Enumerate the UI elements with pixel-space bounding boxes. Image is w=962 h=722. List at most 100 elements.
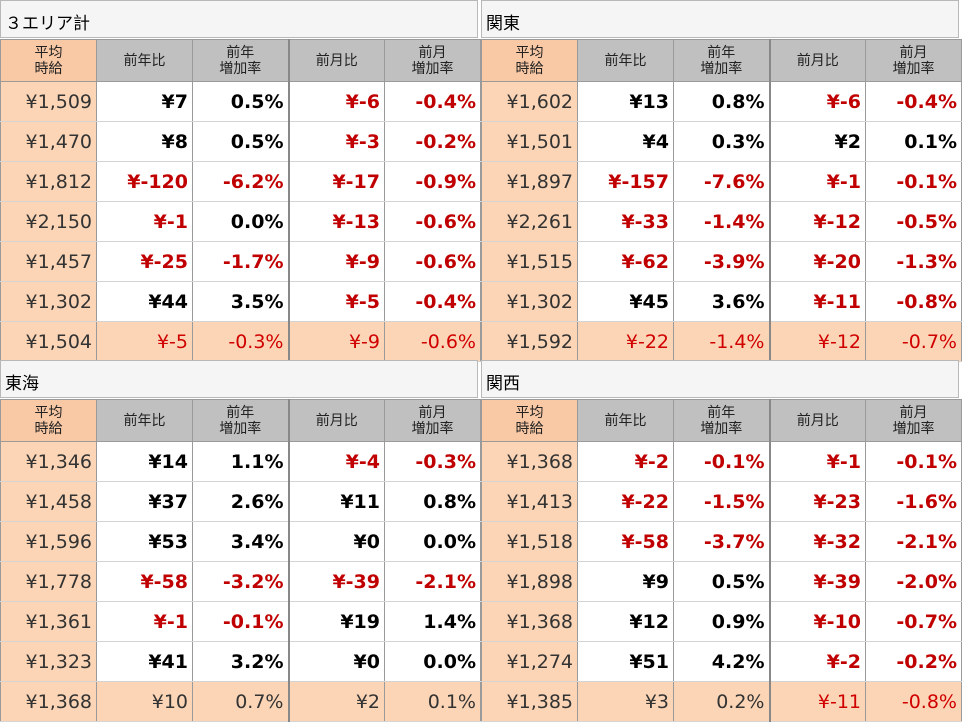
table-cell: -0.3%	[192, 321, 289, 362]
column-header: 前年 増加率	[192, 39, 289, 82]
table-cell: ¥1,501	[481, 121, 578, 162]
panel-title-text: ３エリア計	[5, 14, 90, 34]
column-header: 前年比	[96, 399, 193, 442]
table-cell: ¥44	[96, 281, 193, 322]
table-row: ¥1,509 ¥7 0.5% ¥-6 -0.4%	[0, 81, 481, 122]
table-cell: ¥-33	[577, 201, 674, 242]
table-cell: -0.6%	[384, 321, 481, 362]
table-cell: ¥1,385	[481, 681, 578, 722]
table-cell: ¥-17	[287, 161, 385, 202]
table-cell: 3.4%	[192, 521, 289, 562]
table-row: ¥1,602 ¥13 0.8% ¥-6 -0.4%	[481, 81, 962, 122]
table-row: ¥1,457 ¥-25 -1.7% ¥-9 -0.6%	[0, 241, 481, 282]
table-cell: ¥1,368	[0, 681, 97, 722]
panel-3: 関西 平均 時給 前年比 前年 増加率 前月比 前月 増加率 ¥1,368 ¥-2 -0.1% ¥…	[481, 360, 962, 722]
table-row: ¥1,898 ¥9 0.5% ¥-39 -2.0%	[481, 561, 962, 602]
table-cell: ¥12	[577, 601, 674, 642]
table-cell: 1.4%	[384, 601, 481, 642]
table-cell: ¥-58	[96, 561, 193, 602]
column-header: 前年比	[96, 39, 193, 82]
table-cell: -0.5%	[865, 201, 962, 242]
table-row: ¥1,596 ¥53 3.4% ¥0 0.0%	[0, 521, 481, 562]
column-header: 前年 増加率	[192, 399, 289, 442]
table-cell: ¥-62	[577, 241, 674, 282]
table-cell: ¥-6	[287, 81, 385, 122]
table-cell: -1.6%	[865, 481, 962, 522]
table-cell: ¥1,778	[0, 561, 97, 602]
column-header: 前年比	[577, 39, 674, 82]
table-cell: 4.2%	[673, 641, 770, 682]
table-cell: ¥-25	[96, 241, 193, 282]
table-cell: 0.5%	[192, 121, 289, 162]
table-cell: ¥-11	[768, 681, 866, 722]
column-header: 前月 増加率	[865, 39, 962, 82]
panel-1: 関東 平均 時給 前年比 前年 増加率 前月比 前月 増加率 ¥1,602 ¥13 0.8% ¥-…	[481, 0, 962, 362]
table-cell: ¥-6	[768, 81, 866, 122]
table-cell: ¥1,602	[481, 81, 578, 122]
table-cell: 0.0%	[192, 201, 289, 242]
table-cell: 0.0%	[384, 641, 481, 682]
table-row: ¥1,361 ¥-1 -0.1% ¥19 1.4%	[0, 601, 481, 642]
total-row: ¥1,504 ¥-5 -0.3% ¥-9 -0.6%	[0, 321, 481, 362]
wage-table: 平均 時給 前年比 前年 増加率 前月比 前月 増加率 ¥1,368 ¥-2 -0.1% ¥-1…	[481, 399, 962, 722]
table-cell: ¥8	[96, 121, 193, 162]
table-cell: ¥1,361	[0, 601, 97, 642]
table-cell: ¥1,518	[481, 521, 578, 562]
table-cell: ¥0	[287, 521, 385, 562]
panel-title: 東海	[0, 360, 478, 398]
table-cell: ¥41	[96, 641, 193, 682]
table-cell: ¥-4	[287, 441, 385, 482]
table-cell: -0.9%	[384, 161, 481, 202]
table-cell: ¥51	[577, 641, 674, 682]
table-cell: ¥45	[577, 281, 674, 322]
table-cell: 0.8%	[673, 81, 770, 122]
table-cell: ¥-10	[768, 601, 866, 642]
wage-table: 平均 時給 前年比 前年 増加率 前月比 前月 増加率 ¥1,346 ¥14 1.1% ¥-4-…	[0, 399, 481, 722]
panel-title: ３エリア計	[0, 0, 478, 38]
header-row: 平均 時給 前年比 前年 増加率 前月比 前月 増加率	[0, 399, 481, 442]
table-cell: ¥1,897	[481, 161, 578, 202]
table-cell: -6.2%	[192, 161, 289, 202]
table-cell: 2.6%	[192, 481, 289, 522]
table-cell: ¥0	[287, 641, 385, 682]
column-header: 平均 時給	[0, 399, 97, 442]
table-cell: ¥1,470	[0, 121, 97, 162]
table-cell: ¥-32	[768, 521, 866, 562]
table-cell: ¥-1	[96, 201, 193, 242]
table-row: ¥1,346 ¥14 1.1% ¥-4 -0.3%	[0, 441, 481, 482]
table-cell: ¥-23	[768, 481, 866, 522]
table-row: ¥1,470 ¥8 0.5% ¥-3 -0.2%	[0, 121, 481, 162]
table-row: ¥1,413 ¥-22 -1.5% ¥-23 -1.6%	[481, 481, 962, 522]
table-row: ¥1,515 ¥-62 -3.9% ¥-20 -1.3%	[481, 241, 962, 282]
table-cell: ¥1,898	[481, 561, 578, 602]
table-cell: ¥1,458	[0, 481, 97, 522]
column-header: 前月比	[287, 39, 385, 82]
table-cell: 0.5%	[673, 561, 770, 602]
table-cell: ¥-58	[577, 521, 674, 562]
table-cell: ¥2,150	[0, 201, 97, 242]
table-cell: -1.3%	[865, 241, 962, 282]
table-cell: ¥-1	[768, 161, 866, 202]
table-cell: ¥1,368	[481, 601, 578, 642]
table-row: ¥1,501 ¥4 0.3% ¥2 0.1%	[481, 121, 962, 162]
table-cell: -0.4%	[865, 81, 962, 122]
table-row: ¥1,897 ¥-157 -7.6% ¥-1 -0.1%	[481, 161, 962, 202]
table-cell: -0.4%	[384, 281, 481, 322]
table-cell: -2.0%	[865, 561, 962, 602]
table-cell: -0.1%	[865, 441, 962, 482]
table-cell: ¥-1	[96, 601, 193, 642]
table-cell: -1.7%	[192, 241, 289, 282]
table-cell: -2.1%	[865, 521, 962, 562]
table-cell: -0.8%	[865, 681, 962, 722]
table-cell: ¥13	[577, 81, 674, 122]
table-cell: 0.1%	[384, 681, 481, 722]
panel-title: 関東	[481, 0, 959, 38]
column-header: 前年比	[577, 399, 674, 442]
table-cell: ¥1,302	[481, 281, 578, 322]
table-cell: ¥1,812	[0, 161, 97, 202]
table-cell: 0.7%	[192, 681, 289, 722]
column-header: 前月 増加率	[384, 39, 481, 82]
table-cell: ¥1,596	[0, 521, 97, 562]
table-cell: ¥-3	[287, 121, 385, 162]
table-cell: ¥1,323	[0, 641, 97, 682]
